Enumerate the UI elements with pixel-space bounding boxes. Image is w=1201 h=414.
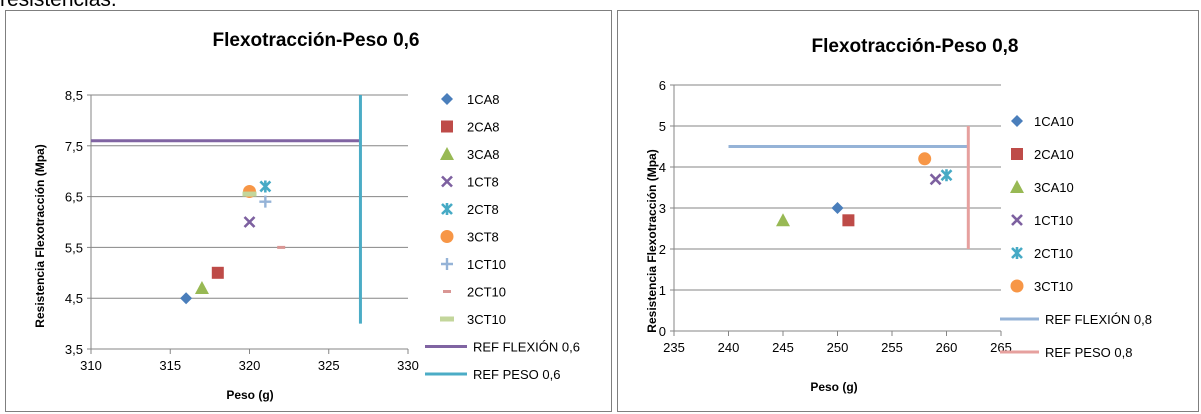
data-point-2ct8 [259,180,272,193]
y-tick-label: 2 [659,242,666,257]
x-axis-label: Peso (g) [810,380,857,394]
legend-label-2ct8: 2CT8 [467,202,499,217]
chart-panel-peso-0-6: Flexotracción-Peso 0,6 Peso (g) Resisten… [5,10,612,412]
chart-svg-peso-0-8: Flexotracción-Peso 0,8 Peso (g) Resisten… [645,36,1152,394]
x-tick-label: 310 [80,358,102,373]
legend-marker-3ct8 [440,230,454,243]
y-axis-label: Resistencia Flexotracción (Mpa) [33,144,47,327]
legend-marker-1ct8 [441,175,453,188]
legend-label-3ct10: 3CT10 [1034,279,1073,294]
y-tick-label: 8,5 [65,88,83,103]
y-tick-label: 0 [659,324,666,339]
x-tick-label: 235 [663,340,685,355]
top-text: resistencias. [0,0,117,11]
legend-marker-3ca10 [1010,180,1024,193]
x-tick-label: 240 [718,340,740,355]
x-axis-label: Peso (g) [226,388,273,402]
y-axis-label: Resistencia Flexotracción (Mpa) [645,149,659,332]
data-point-3ct10 [242,191,257,197]
data-point-1ct10 [929,173,942,186]
data-point-1ca8 [180,292,193,305]
legend-marker-1ca10 [1011,115,1023,127]
data-point-1ct10 [259,195,272,208]
x-tick-label: 245 [772,340,794,355]
legend-marker-2ct10 [1011,247,1023,259]
legend-marker-3ct10 [440,316,454,322]
legend-marker-2ct10 [443,290,451,293]
legend-marker-2ca8 [441,120,453,133]
legend-label-1ct10: 1CT10 [467,257,506,272]
legend-label-3ct8: 3CT8 [467,230,499,245]
legend-marker-1ct10 [1011,214,1023,226]
legend-marker-3ca8 [440,147,454,160]
legend-label-2ca8: 2CA8 [467,120,500,135]
data-point-2ca10 [842,214,855,227]
data-point-1ca10 [831,202,844,214]
legend-label-1ct8: 1CT8 [467,175,499,190]
legend-label-3ca8: 3CA8 [467,147,500,162]
legend-marker-1ca8 [441,93,453,105]
x-tick-label: 255 [881,340,903,355]
data-point-3ca10 [776,213,790,227]
legend-label-2ca10: 2CA10 [1034,147,1074,162]
data-point-2ct10 [277,245,286,249]
y-tick-label: 5,5 [65,240,83,255]
y-tick-label: 4 [659,160,666,175]
data-point-2ct10 [940,169,953,182]
y-tick-label: 1 [659,283,666,298]
data-point-3ca8 [194,281,209,295]
data-point-3ct10 [918,152,932,166]
legend-marker-2ca10 [1011,148,1023,160]
legend-label-ref-flexi-n-0-6: REF FLEXIÓN 0,6 [473,340,580,355]
legend-marker-2ct8 [441,203,453,215]
legend-label-3ca10: 3CA10 [1034,180,1074,195]
x-tick-label: 320 [239,358,261,373]
chart-title: Flexotracción-Peso 0,8 [812,36,1019,57]
legend-label-2ct10: 2CT10 [467,285,506,300]
y-tick-label: 6,5 [65,190,83,205]
legend-label-2ct10: 2CT10 [1034,246,1073,261]
y-tick-label: 4,5 [65,291,83,306]
chart-title: Flexotracción-Peso 0,6 [213,30,420,51]
y-tick-label: 5 [659,119,666,134]
legend-label-ref-peso-0-6: REF PESO 0,6 [473,367,560,382]
data-point-2ca8 [211,266,224,279]
legend-label-1ct10: 1CT10 [1034,213,1073,228]
legend-label-1ca8: 1CA8 [467,92,500,107]
chart-svg-peso-0-6: Flexotracción-Peso 0,6 Peso (g) Resisten… [33,30,580,402]
x-tick-label: 325 [318,358,340,373]
legend-marker-1ct10 [441,258,453,270]
legend-label-ref-peso-0-8: REF PESO 0,8 [1045,345,1132,360]
data-point-1ct8 [243,216,256,228]
y-tick-label: 6 [659,78,666,93]
y-tick-label: 7,5 [65,139,83,154]
legend-label-1ca10: 1CA10 [1034,114,1074,129]
legend-label-3ct10: 3CT10 [467,312,506,327]
x-tick-label: 330 [397,358,419,373]
legend-label-ref-flexi-n-0-8: REF FLEXIÓN 0,8 [1045,312,1152,327]
y-tick-label: 3 [659,201,666,216]
x-tick-label: 315 [159,358,181,373]
legend-marker-3ct10 [1010,279,1024,293]
chart-panel-peso-0-8: Flexotracción-Peso 0,8 Peso (g) Resisten… [617,10,1199,412]
x-tick-label: 260 [936,340,958,355]
y-tick-label: 3,5 [65,342,83,357]
x-tick-label: 250 [827,340,849,355]
